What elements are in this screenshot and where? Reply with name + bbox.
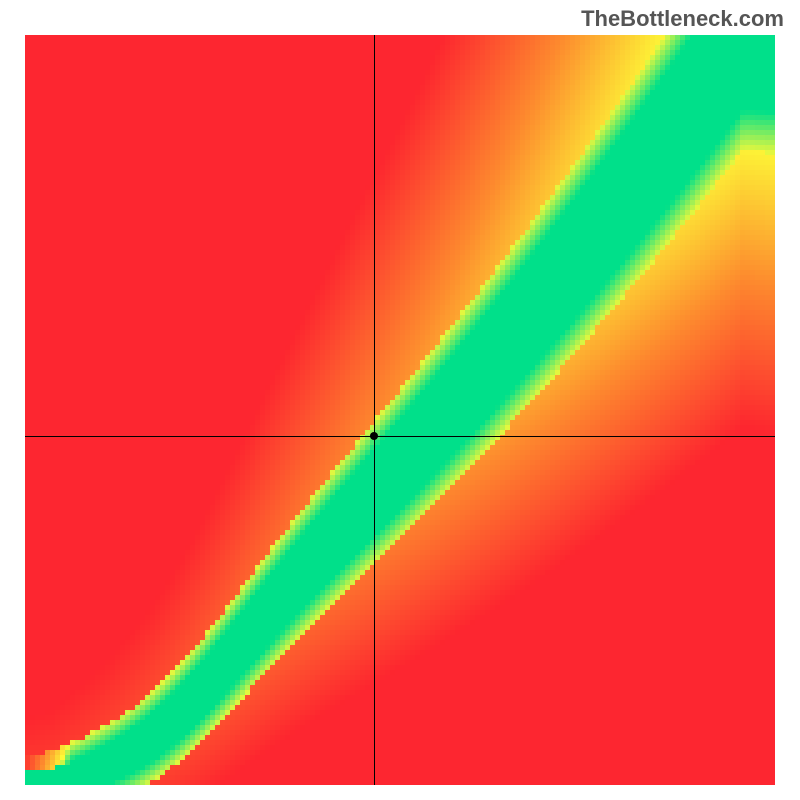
heatmap-canvas [25, 35, 775, 785]
crosshair-horizontal [25, 436, 775, 437]
watermark-text: TheBottleneck.com [581, 6, 784, 32]
crosshair-vertical [374, 35, 375, 785]
heatmap-plot [25, 35, 775, 785]
crosshair-marker [370, 432, 378, 440]
